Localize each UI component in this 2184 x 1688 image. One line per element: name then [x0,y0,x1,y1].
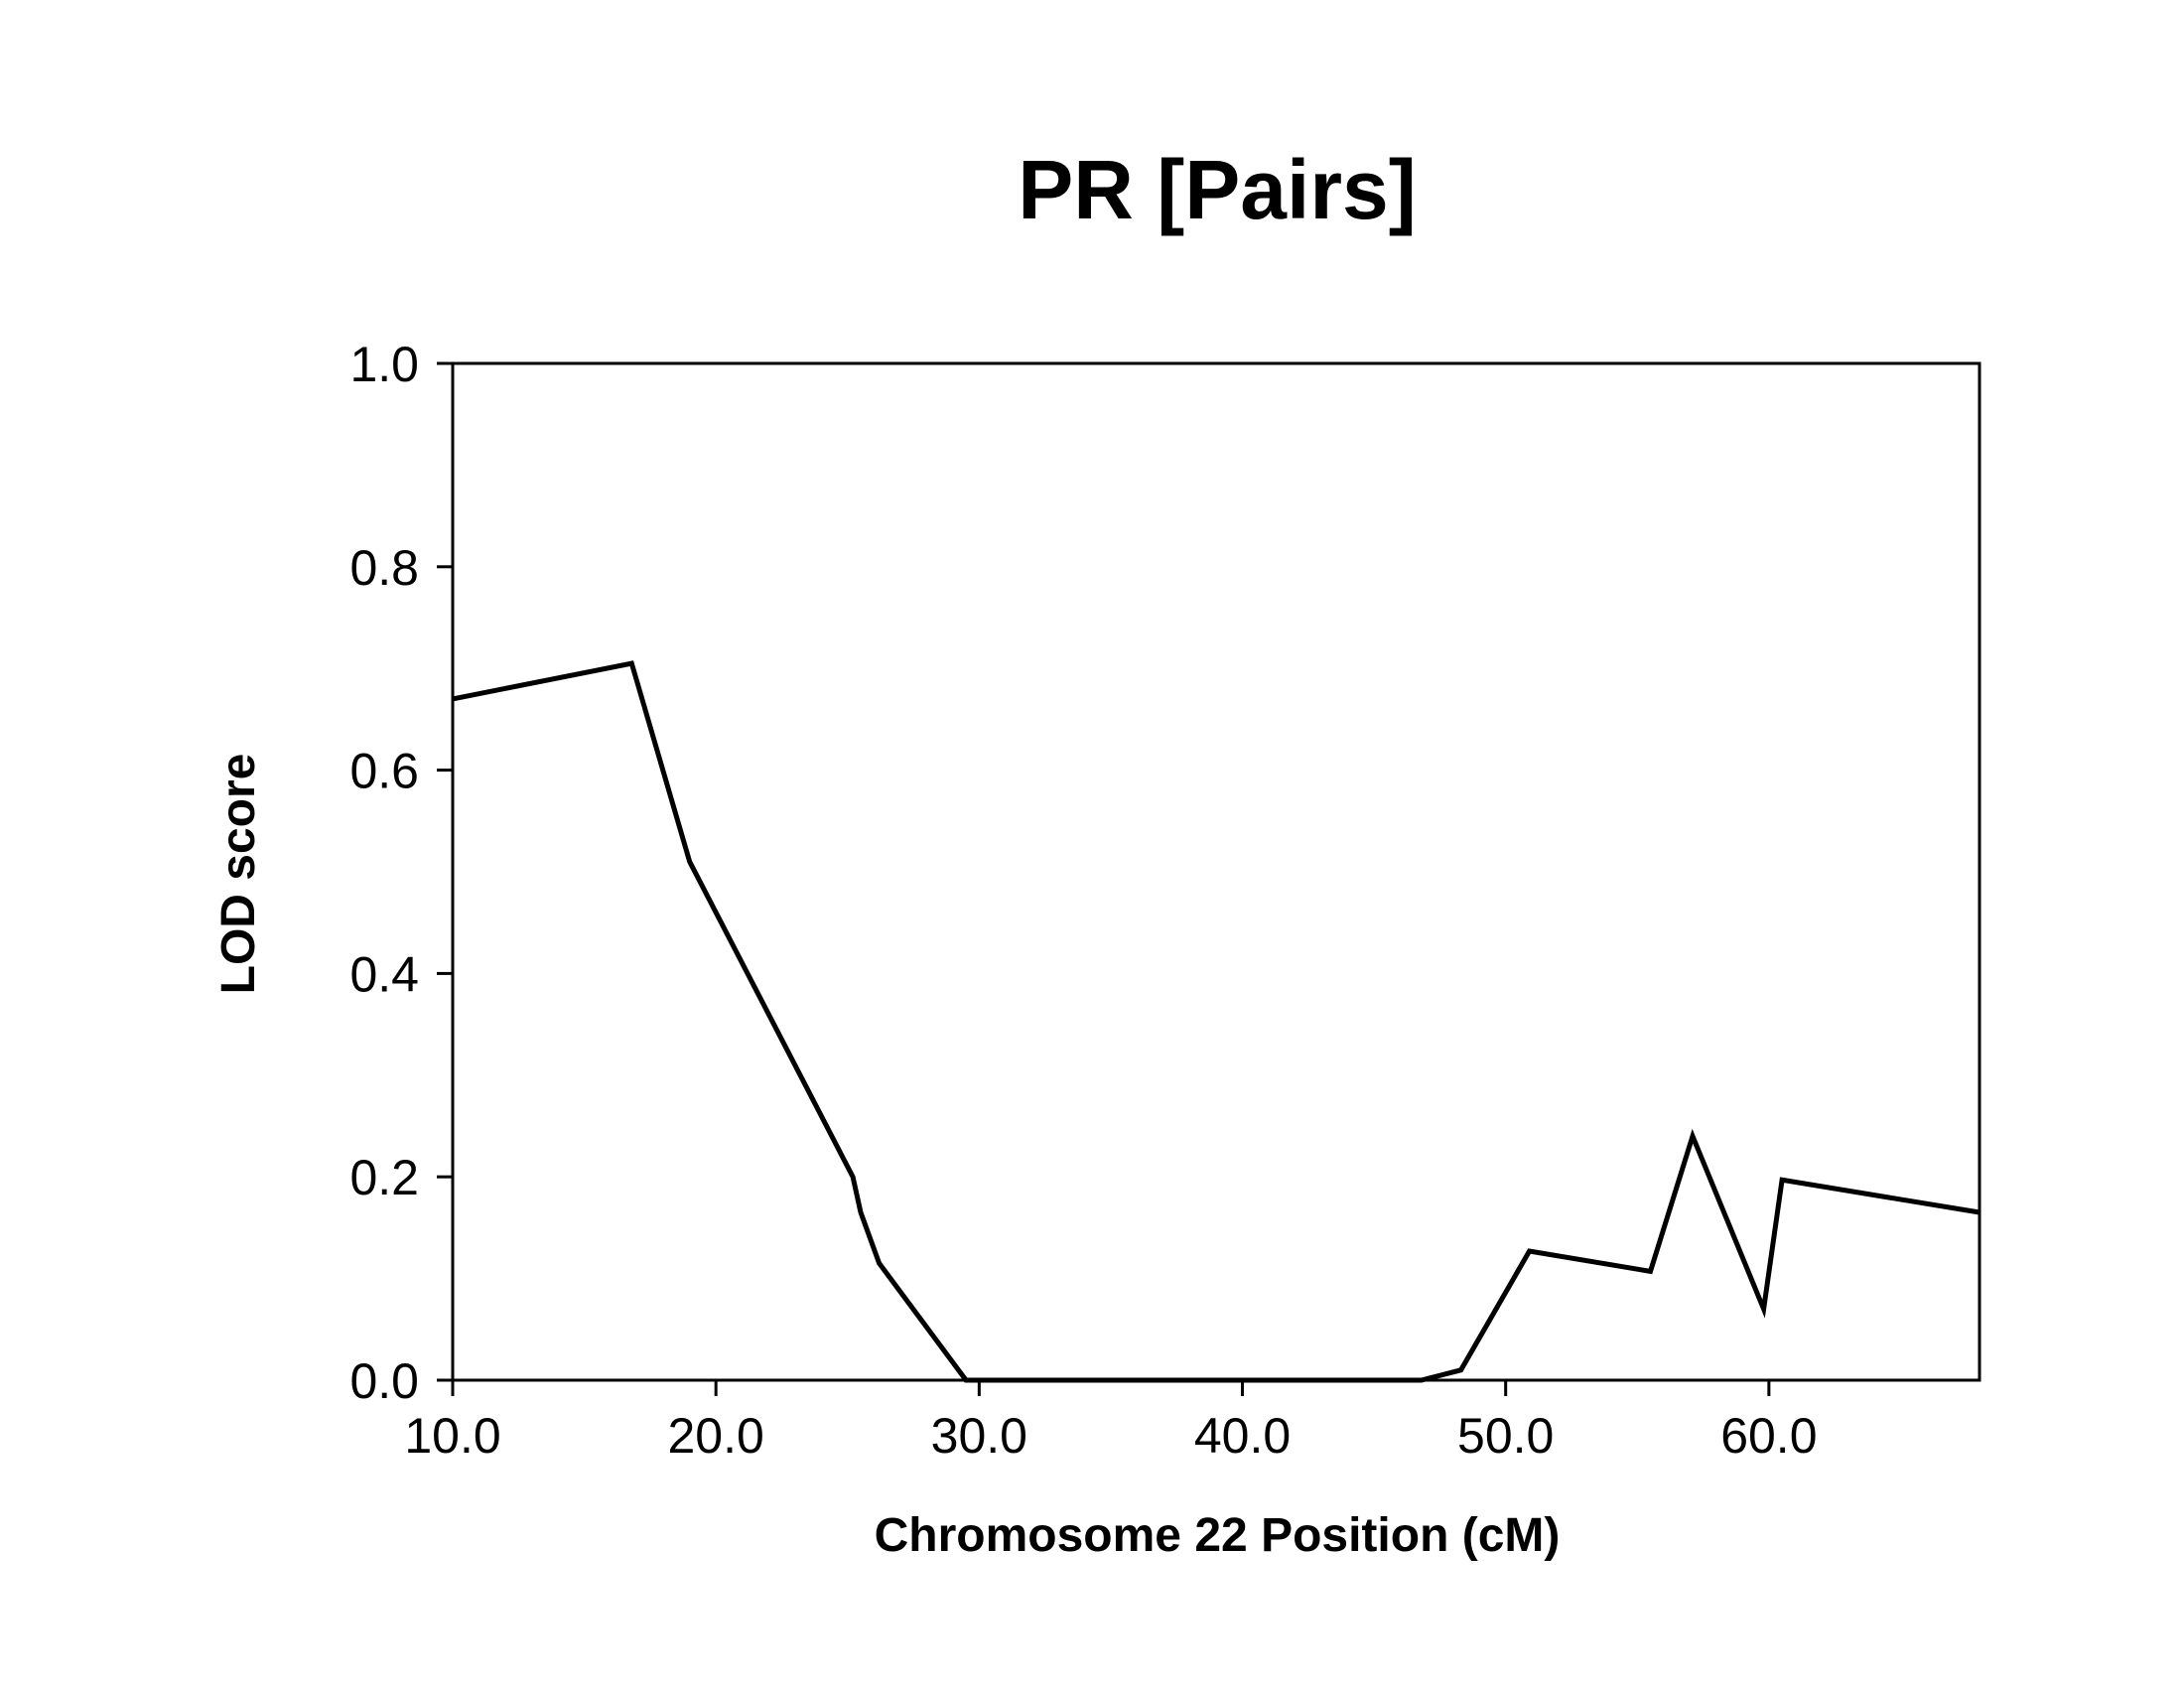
series-line [452,660,1980,1383]
y-tick-label: 0.2 [349,1150,419,1205]
x-axis-label: Chromosome 22 Position (cM) [875,1509,1561,1562]
x-tick-label: 40.0 [1194,1408,1291,1464]
y-tick-label: 1.0 [349,337,419,392]
chart-title: PR [Pairs] [1018,143,1416,236]
x-tick-label: 60.0 [1720,1408,1817,1464]
y-tick-label: 0.4 [349,946,419,1002]
x-tick-label: 20.0 [668,1408,764,1464]
plot-area: 10.0 20.0 30.0 40.0 50.0 60.0 0.0 0.2 0.4 0.6 0.8 1… [349,337,1981,1464]
y-tick-label: 0.8 [349,540,419,596]
x-tick-label: 10.0 [404,1408,500,1464]
x-tick-label: 30.0 [931,1408,1027,1464]
y-axis-label: LOD score [212,754,265,995]
y-tick-label: 0.0 [349,1353,419,1409]
x-tick-label: 50.0 [1457,1408,1554,1464]
plot-frame [451,361,1981,1382]
y-tick-label: 0.6 [349,744,419,799]
